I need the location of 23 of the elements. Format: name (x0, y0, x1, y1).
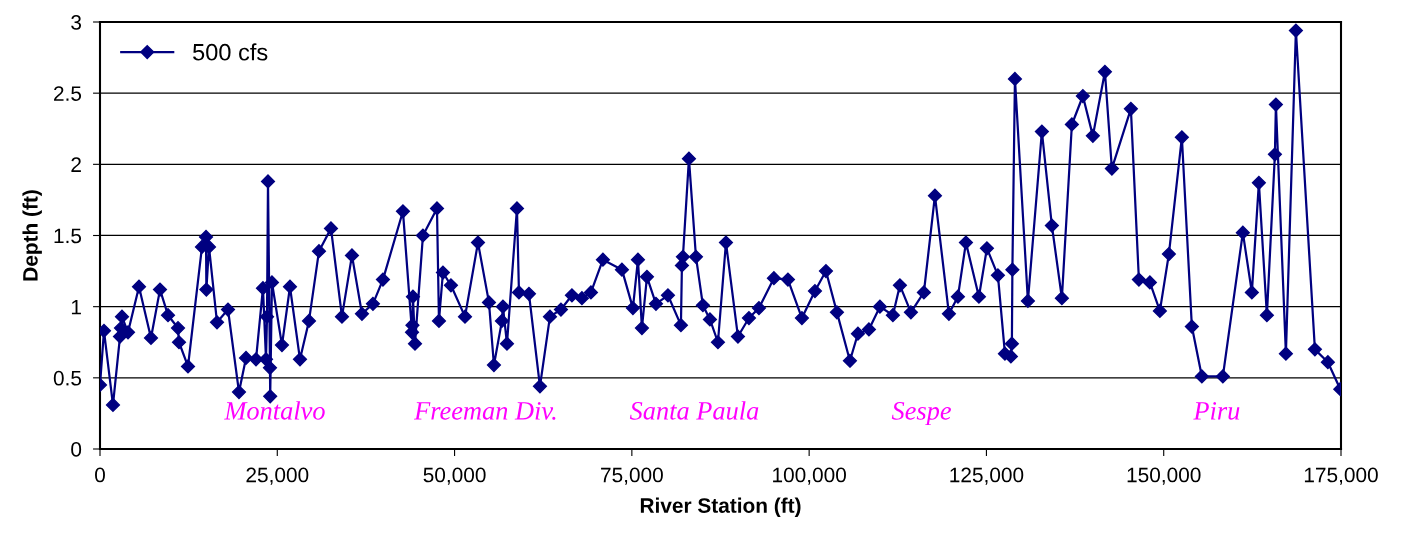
y-tick-label: 2 (71, 157, 81, 172)
x-tick-label: 100,000 (773, 467, 846, 485)
x-tick-label: 150,000 (1127, 467, 1201, 485)
y-tick-label: 0 (71, 442, 82, 457)
x-axis-title: River Station (ft) (640, 497, 801, 518)
annotation: Piru (1193, 402, 1240, 420)
annotation: Freeman Div. (414, 402, 556, 420)
y-tick-label: 0.5 (53, 370, 82, 386)
y-axis-title: Depth (ft) (22, 190, 42, 281)
y-tick-label: 2.5 (54, 86, 82, 101)
legend-label: 500 cfs (193, 43, 268, 61)
x-tick-label: 75,000 (601, 467, 663, 485)
annotation: Montalvo (224, 401, 325, 420)
annotation: Santa Paula (629, 401, 759, 420)
x-tick-label: 125,000 (950, 467, 1024, 485)
x-tick-label: 175,000 (1304, 467, 1378, 485)
y-tick-label: 1 (71, 299, 81, 315)
annotation: Sespe (891, 402, 951, 426)
x-tick-label: 25,000 (246, 467, 309, 485)
x-tick-label: 50,000 (423, 467, 486, 485)
y-tick-label: 1.5 (54, 228, 82, 244)
x-tick-label: 0 (95, 467, 105, 483)
y-tick-label: 3 (71, 15, 82, 30)
